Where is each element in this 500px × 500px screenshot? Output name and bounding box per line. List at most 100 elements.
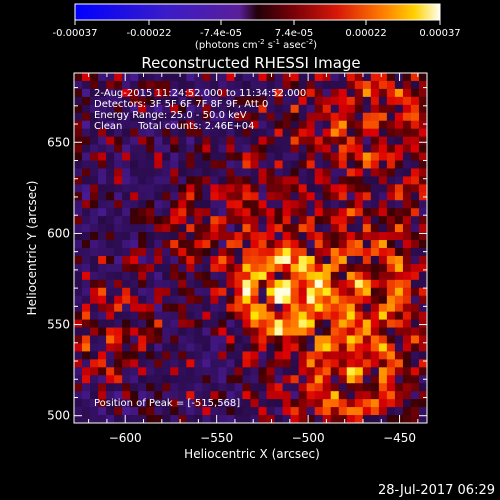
heatmap-pixel xyxy=(226,88,235,98)
heatmap-pixel xyxy=(258,120,267,130)
heatmap-pixel xyxy=(322,128,332,138)
heatmap-pixel xyxy=(306,295,316,305)
heatmap-pixel xyxy=(354,224,364,233)
heatmap-pixel xyxy=(338,120,348,130)
heatmap-pixel xyxy=(170,351,179,360)
heatmap-pixel xyxy=(186,240,195,249)
heatmap-pixel xyxy=(186,224,195,233)
heatmap-pixel xyxy=(226,104,235,114)
heatmap-pixel xyxy=(258,112,267,122)
heatmap-pixel xyxy=(418,311,428,320)
heatmap-pixel xyxy=(290,255,300,265)
heatmap-pixel xyxy=(298,295,308,305)
heatmap-pixel xyxy=(170,271,179,281)
heatmap-pixel xyxy=(338,351,348,360)
heatmap-pixel xyxy=(186,327,195,336)
heatmap-pixel xyxy=(282,383,292,392)
heatmap-pixel xyxy=(226,375,235,384)
heatmap-pixel xyxy=(306,255,316,265)
heatmap-pixel xyxy=(210,367,219,376)
heatmap-pixel xyxy=(338,295,348,305)
heatmap-pixel xyxy=(122,287,131,297)
heatmap-pixel xyxy=(210,112,219,122)
heatmap-pixel xyxy=(354,192,364,201)
heatmap-pixel xyxy=(410,136,420,145)
heatmap-pixel xyxy=(290,120,300,130)
heatmap-pixel xyxy=(298,311,308,320)
heatmap-pixel xyxy=(370,263,380,273)
heatmap-pixel xyxy=(226,216,235,225)
y-tick-label: 600 xyxy=(47,226,70,240)
heatmap-pixel xyxy=(74,383,83,392)
heatmap-pixel xyxy=(122,263,131,273)
heatmap-pixel xyxy=(194,120,203,130)
heatmap-pixel xyxy=(98,407,107,416)
heatmap-pixel xyxy=(98,335,107,344)
heatmap-pixel xyxy=(418,184,428,193)
heatmap-pixel xyxy=(130,224,139,233)
heatmap-pixel xyxy=(370,232,380,241)
heatmap-pixel xyxy=(346,407,356,416)
heatmap-pixel xyxy=(266,335,275,344)
heatmap-pixel xyxy=(234,311,243,320)
heatmap-pixel xyxy=(402,359,412,368)
heatmap-pixel xyxy=(250,375,259,384)
heatmap-pixel xyxy=(410,367,420,376)
heatmap-pixel xyxy=(234,224,243,233)
heatmap-pixel xyxy=(410,144,420,153)
heatmap-pixel xyxy=(234,327,243,336)
heatmap-pixel xyxy=(218,128,227,138)
heatmap-pixel xyxy=(274,391,283,400)
heatmap-pixel xyxy=(346,128,356,138)
heatmap-pixel xyxy=(226,311,235,320)
heatmap-pixel xyxy=(410,303,420,313)
annotation-detectors: Detectors: 3F 5F 6F 7F 8F 9F, Att 0 xyxy=(94,99,268,110)
heatmap-pixel xyxy=(218,168,227,177)
heatmap-pixel xyxy=(402,232,412,241)
heatmap-pixel xyxy=(346,224,356,233)
heatmap-pixel xyxy=(98,168,107,177)
heatmap-pixel xyxy=(410,88,420,98)
heatmap-pixel xyxy=(106,128,115,138)
heatmap-pixel xyxy=(386,279,396,289)
heatmap-pixel xyxy=(186,216,195,225)
heatmap-pixel xyxy=(378,319,388,328)
heatmap-pixel xyxy=(154,120,163,130)
heatmap-pixel xyxy=(106,415,115,424)
heatmap-pixel xyxy=(410,319,420,328)
heatmap-pixel xyxy=(402,351,412,360)
heatmap-pixel xyxy=(162,407,171,416)
heatmap-pixel xyxy=(378,359,388,368)
heatmap-pixel xyxy=(90,160,99,169)
heatmap-pixel xyxy=(274,327,283,336)
heatmap-pixel xyxy=(90,407,99,416)
heatmap-pixel xyxy=(186,287,195,297)
heatmap-pixel xyxy=(234,216,243,225)
heatmap-pixel xyxy=(266,80,275,90)
heatmap-pixel xyxy=(370,168,380,177)
heatmap-pixel xyxy=(314,359,324,368)
heatmap-pixel xyxy=(114,152,123,161)
heatmap-pixel xyxy=(410,327,420,336)
heatmap-pixel xyxy=(370,216,380,225)
heatmap-pixel xyxy=(218,80,227,90)
heatmap-pixel xyxy=(274,343,283,352)
heatmap-pixel xyxy=(178,176,187,185)
heatmap-pixel xyxy=(330,200,340,209)
heatmap-pixel xyxy=(386,287,396,297)
heatmap-pixel xyxy=(314,152,324,161)
heatmap-pixel xyxy=(274,160,283,169)
heatmap-pixel xyxy=(402,216,412,225)
heatmap-pixel xyxy=(282,232,292,241)
heatmap-pixel xyxy=(338,200,348,209)
heatmap-pixel xyxy=(250,120,259,130)
heatmap-pixel xyxy=(418,335,428,344)
footer-timestamp: 28-Jul-2017 06:29 xyxy=(378,483,495,498)
heatmap-pixel xyxy=(90,287,99,297)
heatmap-pixel xyxy=(410,351,420,360)
heatmap-pixel xyxy=(170,88,179,98)
heatmap-pixel xyxy=(186,391,195,400)
heatmap-pixel xyxy=(394,192,404,201)
heatmap-pixel xyxy=(170,232,179,241)
heatmap-pixel xyxy=(194,383,203,392)
